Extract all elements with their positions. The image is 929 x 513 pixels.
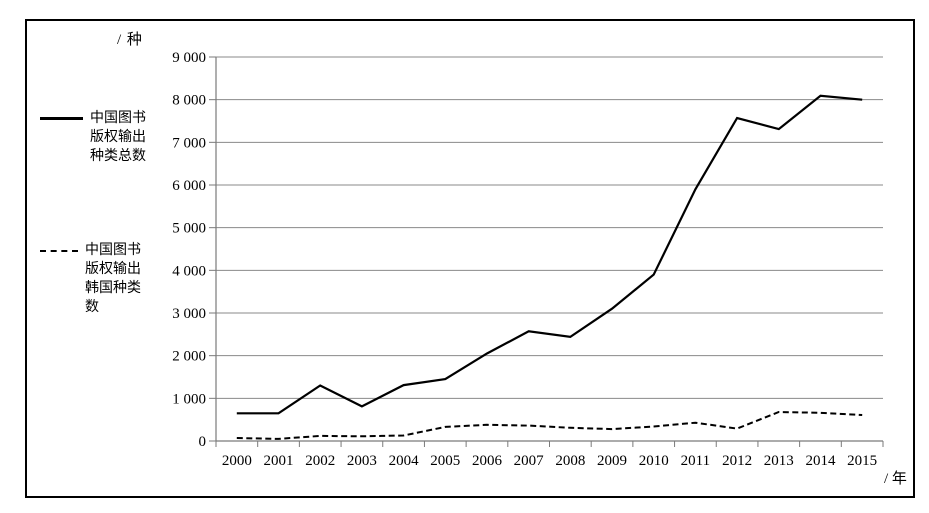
figure-border — [25, 19, 915, 498]
x-tick-label: 2015 — [847, 453, 877, 469]
series-line-1 — [236, 410, 863, 440]
solid-line-sample-icon — [40, 117, 83, 120]
x-tick-label: 2006 — [472, 453, 503, 469]
x-axis-unit-label: / 年 — [884, 471, 907, 487]
y-tick-label: 0 — [199, 434, 207, 450]
x-tick-label: 2008 — [555, 453, 585, 469]
y-tick-label: 9 000 — [172, 50, 206, 66]
y-tick-label: 3 000 — [172, 306, 206, 322]
x-tick-label: 2011 — [681, 453, 710, 469]
x-tick-label: 2002 — [305, 453, 335, 469]
legend-item-total: 中国图书版权输出种类总数 — [40, 109, 152, 166]
legend-label-korea: 中国图书版权输出韩国种类数 — [85, 243, 141, 315]
x-tick-label: 2014 — [805, 453, 836, 469]
y-tick-label: 5 000 — [172, 221, 206, 237]
y-tick-label: 6 000 — [172, 178, 206, 194]
x-tick-label: 2007 — [514, 453, 545, 469]
series-line-0 — [236, 94, 863, 415]
x-tick-label: 2003 — [347, 453, 377, 469]
y-tick-label: 4 000 — [172, 263, 206, 279]
y-tick-label: 7 000 — [172, 135, 206, 151]
x-tick-label: 2004 — [389, 453, 420, 469]
x-tick-label: 2005 — [430, 453, 460, 469]
x-tick-label: 2013 — [764, 453, 794, 469]
x-tick-label: 2012 — [722, 453, 752, 469]
x-tick-label: 2010 — [639, 453, 669, 469]
legend-label-total: 中国图书版权输出种类总数 — [90, 111, 146, 164]
x-tick-label: 2009 — [597, 453, 627, 469]
y-tick-label: 2 000 — [172, 349, 206, 365]
y-tick-label: 1 000 — [172, 391, 206, 407]
x-tick-label: 2001 — [264, 453, 294, 469]
x-tick-label: 2000 — [222, 453, 252, 469]
y-axis-unit-label: / 种 — [117, 32, 143, 48]
dashed-line-sample-icon — [40, 250, 78, 252]
legend-item-korea: 中国图书版权输出韩国种类数 — [40, 241, 147, 317]
y-tick-label: 8 000 — [172, 93, 206, 109]
